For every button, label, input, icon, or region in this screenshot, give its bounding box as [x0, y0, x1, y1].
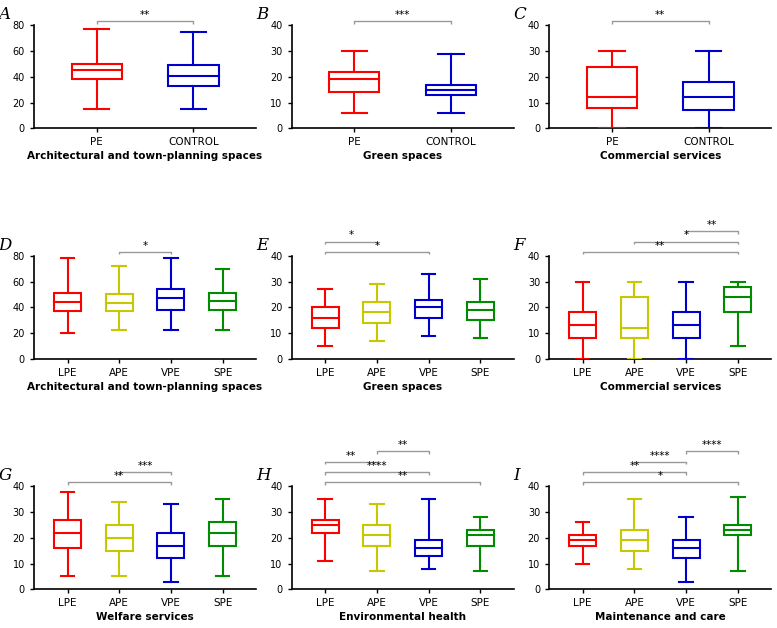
Text: *: *: [348, 230, 354, 241]
Text: **: **: [398, 440, 408, 450]
Bar: [587, 67, 637, 107]
Bar: [54, 520, 81, 548]
Bar: [724, 287, 751, 313]
X-axis label: Environmental health: Environmental health: [340, 612, 466, 622]
Text: D: D: [0, 237, 12, 254]
Bar: [415, 300, 442, 318]
Text: B: B: [256, 6, 268, 23]
Text: **: **: [398, 471, 408, 481]
Bar: [467, 302, 493, 320]
Text: *: *: [684, 230, 688, 241]
Bar: [158, 533, 184, 558]
Bar: [673, 313, 699, 338]
Bar: [684, 82, 733, 111]
X-axis label: Architectural and town-planning spaces: Architectural and town-planning spaces: [27, 151, 263, 161]
Text: ***: ***: [138, 461, 153, 471]
Bar: [312, 520, 339, 533]
Bar: [71, 64, 122, 79]
Text: ****: ****: [367, 461, 387, 471]
Bar: [426, 85, 476, 95]
Text: **: **: [114, 471, 124, 481]
Bar: [158, 290, 184, 310]
X-axis label: Maintenance and care: Maintenance and care: [595, 612, 726, 622]
Bar: [209, 293, 236, 310]
Text: **: **: [629, 461, 639, 471]
Bar: [106, 295, 133, 311]
Bar: [724, 525, 751, 535]
Bar: [673, 541, 699, 558]
X-axis label: Green spaces: Green spaces: [363, 151, 442, 161]
Text: **: **: [707, 220, 717, 230]
Bar: [621, 530, 648, 551]
X-axis label: Green spaces: Green spaces: [363, 382, 442, 392]
Text: ****: ****: [702, 440, 723, 450]
Text: **: **: [346, 451, 356, 461]
Text: **: **: [140, 10, 150, 20]
Text: *: *: [142, 241, 148, 251]
Text: ***: ***: [395, 10, 410, 20]
Bar: [364, 525, 390, 546]
Text: ****: ****: [650, 451, 671, 461]
X-axis label: Architectural and town-planning spaces: Architectural and town-planning spaces: [27, 382, 263, 392]
Text: *: *: [375, 241, 379, 251]
Bar: [312, 307, 339, 328]
X-axis label: Commercial services: Commercial services: [600, 382, 721, 392]
Text: **: **: [655, 10, 665, 20]
Bar: [209, 522, 236, 546]
X-axis label: Commercial services: Commercial services: [600, 151, 721, 161]
Text: A: A: [0, 6, 10, 23]
Text: *: *: [657, 471, 663, 481]
Text: G: G: [0, 467, 12, 484]
Bar: [415, 541, 442, 556]
Bar: [570, 535, 596, 546]
Bar: [570, 313, 596, 338]
Text: E: E: [256, 237, 268, 254]
Text: **: **: [655, 241, 665, 251]
Text: I: I: [514, 467, 520, 484]
Bar: [169, 65, 218, 86]
Text: F: F: [514, 237, 525, 254]
Bar: [54, 293, 81, 311]
Bar: [621, 297, 648, 338]
Text: H: H: [256, 467, 270, 484]
Bar: [329, 72, 379, 92]
Bar: [106, 525, 133, 551]
Bar: [364, 302, 390, 323]
Text: C: C: [514, 6, 526, 23]
X-axis label: Welfare services: Welfare services: [96, 612, 194, 622]
Bar: [467, 530, 493, 546]
